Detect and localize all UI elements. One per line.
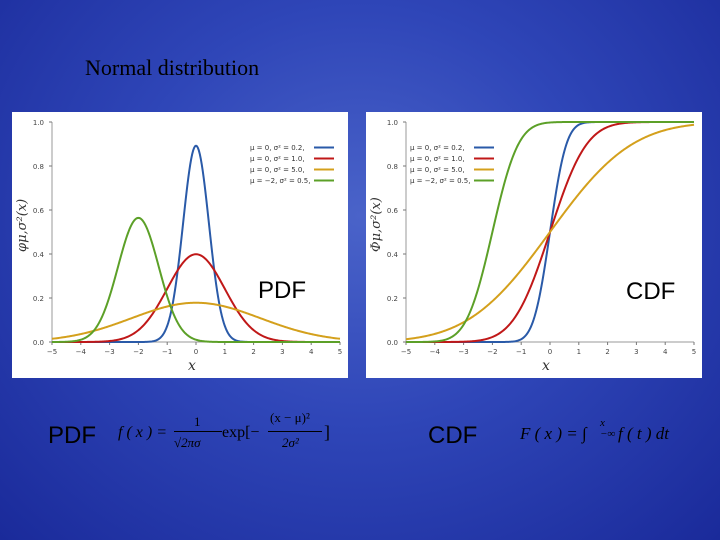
cdf-formula: F ( x ) = ∫ x −∞ f ( t ) dt: [520, 418, 700, 458]
legend-label: μ = 0, σ² = 1.0,: [250, 155, 305, 163]
x-tick-label: −5: [401, 348, 411, 356]
x-tick-label: 5: [692, 348, 696, 356]
x-axis-label: x: [188, 358, 196, 374]
cdf-formula-rest: f ( t ) dt: [618, 424, 669, 443]
x-tick-label: −1: [516, 348, 526, 356]
pdf-formula-bar1: [174, 431, 222, 432]
legend-label: μ = −2, σ² = 0.5,: [250, 177, 310, 185]
series-line: [52, 144, 340, 343]
pdf-formula-bar2: [268, 431, 322, 432]
y-tick-label: 0.8: [387, 163, 398, 171]
x-tick-label: −4: [76, 348, 87, 356]
x-tick-label: 1: [577, 348, 581, 356]
x-tick-label: 2: [251, 348, 255, 356]
series-line: [52, 216, 340, 343]
y-tick-label: 0.8: [33, 163, 44, 171]
slide-title: Normal distribution: [85, 55, 260, 80]
x-tick-label: −2: [133, 348, 143, 356]
cdf-formula-limits: x −∞: [600, 417, 616, 440]
x-tick-label: −5: [47, 348, 57, 356]
pdf-formula-num2: (x − μ)²: [270, 410, 310, 425]
pdf-formula: f ( x ) = 1 √2πσ exp[− (x − μ)² 2σ² ]: [118, 410, 348, 456]
cdf-chart: 0.0 0.2 0.4 0.6 0.8 1.0 −5 −4 −3 −2 −1 0 1 2 3 4 5 x Φμ,σ²…: [369, 119, 696, 374]
y-tick-label: 0.2: [33, 295, 44, 303]
y-axis-label: φμ,σ²(x): [15, 199, 30, 252]
legend-label: μ = 0, σ² = 0.2,: [250, 144, 305, 152]
x-tick-label: 2: [605, 348, 609, 356]
y-tick-label: 0.6: [33, 207, 45, 215]
x-tick-label: −3: [104, 348, 114, 356]
y-tick-label: 1.0: [387, 119, 398, 127]
pdf-formula-num1: 1: [194, 414, 201, 429]
pdf-formula-lhs: f ( x ) =: [118, 424, 167, 441]
legend-label: μ = 0, σ² = 5.0,: [250, 166, 305, 174]
legend-label: μ = −2, σ² = 0.5,: [410, 177, 470, 185]
series-line: [406, 121, 694, 343]
cdf-overlay-label: CDF: [626, 278, 676, 305]
pdf-formula-exp: exp[−: [222, 424, 260, 441]
y-tick-label: 0.6: [387, 207, 399, 215]
pdf-chart: 0.0 0.2 0.4 0.6 0.8 1.0 −5 −4 −3 −2 −1 0 1 2 3 4 5 x φμ,σ²…: [15, 119, 342, 374]
x-tick-label: 5: [338, 348, 342, 356]
y-tick-label: 0.4: [387, 251, 399, 259]
x-tick-label: 3: [634, 348, 638, 356]
x-tick-label: 1: [223, 348, 227, 356]
x-axis-label: x: [542, 358, 550, 374]
x-tick-label: −3: [458, 348, 468, 356]
y-tick-label: 1.0: [33, 119, 44, 127]
pdf-formula-den2: 2σ²: [282, 435, 299, 450]
legend-label: μ = 0, σ² = 5.0,: [410, 166, 465, 174]
cdf-chart-panel: 0.0 0.2 0.4 0.6 0.8 1.0 −5 −4 −3 −2 −1 0 1 2 3 4 5 x Φμ,σ²…: [366, 112, 702, 378]
y-tick-label: 0.0: [33, 339, 44, 347]
series-line: [51, 301, 341, 340]
legend-label: μ = 0, σ² = 1.0,: [410, 155, 465, 163]
pdf-formula-close: ]: [324, 422, 330, 442]
cdf-bottom-label: CDF: [428, 422, 478, 449]
x-tick-label: 4: [663, 348, 668, 356]
x-tick-label: 0: [194, 348, 198, 356]
cdf-formula-lhs: F ( x ) = ∫: [520, 424, 587, 443]
x-tick-label: 4: [309, 348, 314, 356]
y-tick-label: 0.2: [387, 295, 398, 303]
y-tick-label: 0.0: [387, 339, 398, 347]
pdf-chart-panel: 0.0 0.2 0.4 0.6 0.8 1.0 −5 −4 −3 −2 −1 0 1 2 3 4 5 x φμ,σ²…: [12, 112, 348, 378]
y-tick-label: 0.4: [33, 251, 45, 259]
x-tick-label: −1: [162, 348, 172, 356]
x-tick-label: −4: [430, 348, 441, 356]
legend-label: μ = 0, σ² = 0.2,: [410, 144, 465, 152]
series-line: [405, 123, 695, 341]
pdf-bottom-label: PDF: [48, 422, 96, 449]
pdf-formula-den1: √2πσ: [174, 435, 201, 450]
x-tick-label: −2: [487, 348, 497, 356]
y-axis-label: Φμ,σ²(x): [369, 197, 384, 252]
pdf-overlay-label: PDF: [258, 277, 306, 304]
x-tick-label: 3: [280, 348, 284, 356]
x-tick-label: 0: [548, 348, 552, 356]
